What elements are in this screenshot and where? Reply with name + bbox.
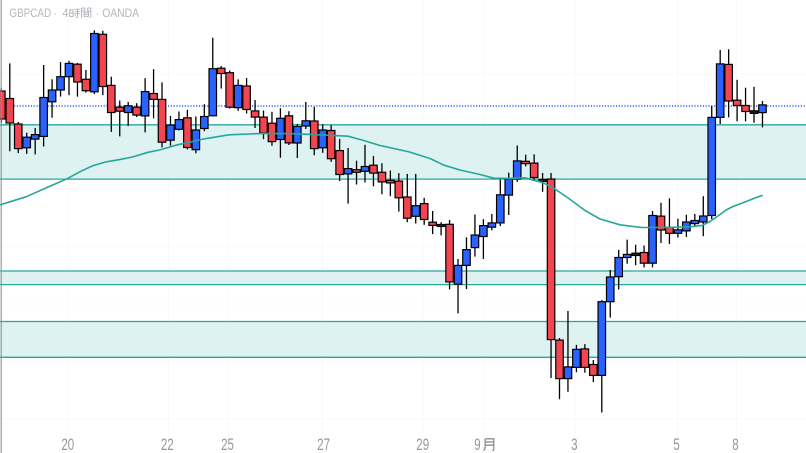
svg-text:8: 8 <box>732 436 738 453</box>
svg-text:25: 25 <box>221 436 234 453</box>
svg-text:4: 4 <box>62 8 68 20</box>
svg-text:27: 27 <box>317 436 330 453</box>
svg-text:22: 22 <box>161 436 174 453</box>
svg-text:·: · <box>96 8 100 20</box>
svg-text:20: 20 <box>61 436 74 453</box>
svg-text:OANDA: OANDA <box>102 7 139 20</box>
svg-text:·: · <box>53 8 57 20</box>
svg-text:GBPCAD: GBPCAD <box>9 7 51 20</box>
svg-text:9: 9 <box>474 436 480 453</box>
svg-text:5: 5 <box>673 436 679 453</box>
svg-text:29: 29 <box>416 436 429 453</box>
svg-text:3: 3 <box>571 436 577 453</box>
